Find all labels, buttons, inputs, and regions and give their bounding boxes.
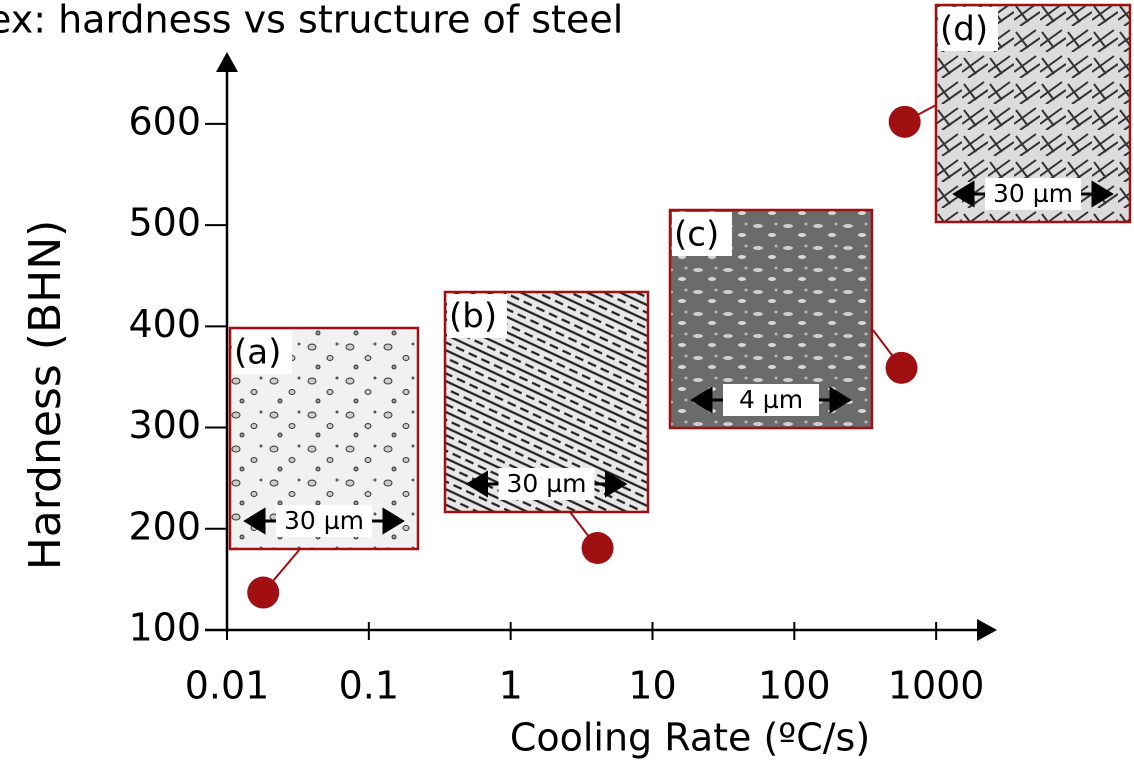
chart: ex: hardness vs structure of steel Cooli… xyxy=(0,0,1134,771)
leader-line xyxy=(263,549,300,593)
x-axis-arrow xyxy=(977,619,997,641)
y-tick-label: 600 xyxy=(128,99,201,143)
x-tick-label: 100 xyxy=(758,664,831,708)
scale-bar-label: 4 µm xyxy=(739,385,803,414)
x-tick-label: 0.01 xyxy=(185,664,270,708)
y-tick-label: 500 xyxy=(128,201,201,245)
x-tick-label: 1 xyxy=(499,664,523,708)
y-axis-label: Hardness (BHN) xyxy=(20,220,71,571)
x-axis-label: Cooling Rate (ºC/s) xyxy=(510,716,870,760)
y-tick-label: 300 xyxy=(128,403,201,447)
x-tick-label: 0.1 xyxy=(339,664,399,708)
x-tick-label: 1000 xyxy=(888,664,985,708)
inset-label: (b) xyxy=(449,297,497,337)
scale-bar-label: 30 µm xyxy=(506,469,586,498)
chart-title: ex: hardness vs structure of steel xyxy=(0,0,623,42)
inset-label: (a) xyxy=(234,333,281,373)
x-tick-label: 10 xyxy=(628,664,676,708)
scale-bar-label: 30 µm xyxy=(993,179,1073,208)
y-tick-label: 400 xyxy=(128,302,201,346)
scale-bar-label: 30 µm xyxy=(284,506,364,535)
inset-label: (c) xyxy=(674,215,719,255)
y-tick-label: 100 xyxy=(128,606,201,650)
inset-label: (d) xyxy=(940,10,988,50)
y-axis-arrow xyxy=(216,52,238,72)
y-tick-label: 200 xyxy=(128,504,201,548)
